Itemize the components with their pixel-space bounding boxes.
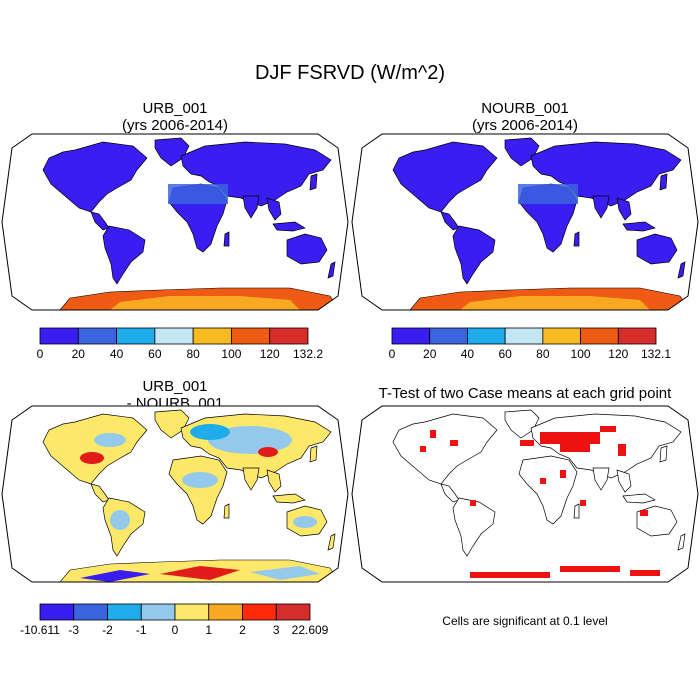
significance-footnote: Cells are significant at 0.1 level xyxy=(442,614,608,628)
urb-title-line1: URB_001 xyxy=(142,100,208,117)
figure-title: DJF FSRVD (W/m^2) xyxy=(254,62,446,84)
urb-colorbar-tick-label: 120 xyxy=(260,347,280,361)
nourb-colorbar-swatch xyxy=(580,327,619,345)
diff-colorbar-tick-label: 0 xyxy=(172,623,179,637)
urb-title-line2: (yrs 2006-2014) xyxy=(122,117,228,134)
nourb-colorbar: 0 20 40 60 80 100 120 132.1 xyxy=(389,327,671,361)
diff-colorbar-tick-label: 22.609 xyxy=(292,623,329,637)
urb-colorbar-swatch xyxy=(154,327,194,345)
nourb-colorbar-tick-label: 80 xyxy=(536,347,550,361)
nourb-map xyxy=(351,133,699,311)
nourb-colorbar-swatch xyxy=(391,327,431,345)
ttest-title-line1: T-Test of two Case means at each grid po… xyxy=(378,385,672,402)
urb-colorbar-swatch xyxy=(269,327,309,345)
diff-antarctica-cool xyxy=(250,566,320,580)
urb-colorbar-tick-label: 0 xyxy=(37,347,44,361)
diff-colorbar-tick-label: 3 xyxy=(273,623,280,637)
diff-colorbar-tick-label: -1 xyxy=(136,623,147,637)
nourb-map-frame xyxy=(351,133,699,311)
nourb-title-line1: NOURB_001 xyxy=(481,100,569,117)
diff-antarctica-cold xyxy=(80,570,150,582)
diff-colorbar-tick-label: 1 xyxy=(205,623,212,637)
nourb-title-line2: (yrs 2006-2014) xyxy=(472,117,578,134)
urb-colorbar-swatch xyxy=(231,327,271,345)
diff-colorbar-swatch xyxy=(275,603,311,621)
diff-colorbar-swatch xyxy=(174,603,210,621)
nourb-panel-title: NOURB_001 (yrs 2006-2014) xyxy=(350,100,700,134)
urb-colorbar-swatch xyxy=(116,327,156,345)
urb-colorbar-tick-label: 100 xyxy=(221,347,241,361)
nourb-colorbar-tick-label: 132.1 xyxy=(641,347,671,361)
urb-colorbar: 0 20 40 60 80 100 120 132.2 xyxy=(37,327,323,361)
urb-colorbar-tick-label: 40 xyxy=(110,347,124,361)
urb-colorbar-swatch xyxy=(39,327,79,345)
ttest-map xyxy=(351,405,699,583)
urb-antarctica-inner xyxy=(110,296,300,310)
nourb-colorbar-tick-label: 40 xyxy=(461,347,475,361)
nourb-colorbar-swatch xyxy=(617,327,657,345)
urb-map xyxy=(1,133,349,311)
diff-colorbar-swatch xyxy=(73,603,108,621)
nourb-colorbar-tick-label: 20 xyxy=(423,347,437,361)
ttest-map-frame xyxy=(351,405,699,583)
nourb-colorbar-swatch xyxy=(504,327,544,345)
nourb-colorbar-swatch xyxy=(429,327,468,345)
urb-colorbar-tick-label: 60 xyxy=(148,347,162,361)
nourb-sahara-band xyxy=(518,184,578,204)
urb-colorbar-tick-label: 80 xyxy=(186,347,200,361)
urb-colorbar-swatch xyxy=(77,327,117,345)
diff-title-line1: URB_001 xyxy=(142,378,208,395)
diff-colorbar-tick-label: -2 xyxy=(102,623,113,637)
nourb-colorbar-tick-label: 0 xyxy=(389,347,396,361)
urb-colorbar-tick-label: 20 xyxy=(72,347,86,361)
nourb-colorbar-tick-label: 120 xyxy=(608,347,628,361)
ttest-panel-title: T-Test of two Case means at each grid po… xyxy=(350,385,700,402)
diff-antarctica-hot xyxy=(160,566,240,580)
urb-colorbar-swatch xyxy=(192,327,232,345)
urb-sahara-band xyxy=(168,184,228,204)
urb-colorbar-tick-label: 132.2 xyxy=(293,347,323,361)
nourb-colorbar-swatch xyxy=(542,327,581,345)
diff-colorbar-tick-label: -3 xyxy=(68,623,79,637)
urb-panel-title: URB_001 (yrs 2006-2014) xyxy=(0,100,350,134)
diff-anomaly-patches xyxy=(80,424,317,530)
nourb-colorbar-tick-label: 60 xyxy=(498,347,512,361)
diff-colorbar-swatch xyxy=(39,603,75,621)
urb-map-frame xyxy=(1,133,349,311)
ttest-significant-cells xyxy=(420,426,660,578)
diff-colorbar-swatch xyxy=(242,603,277,621)
nourb-colorbar-swatch xyxy=(467,327,506,345)
nourb-colorbar-tick-label: 100 xyxy=(571,347,591,361)
diff-colorbar-swatch xyxy=(208,603,243,621)
diff-colorbar-swatch xyxy=(140,603,176,621)
diff-map xyxy=(1,405,349,583)
diff-colorbar-swatch xyxy=(107,603,142,621)
nourb-antarctica-inner xyxy=(460,296,650,310)
diff-map-frame xyxy=(1,405,349,583)
diff-colorbar-tick-label: -10.611 xyxy=(20,623,60,637)
diff-colorbar-tick-label: 2 xyxy=(239,623,246,637)
diff-colorbar: -10.611 -3 -2 -1 0 1 2 3 22.609 xyxy=(20,603,329,637)
